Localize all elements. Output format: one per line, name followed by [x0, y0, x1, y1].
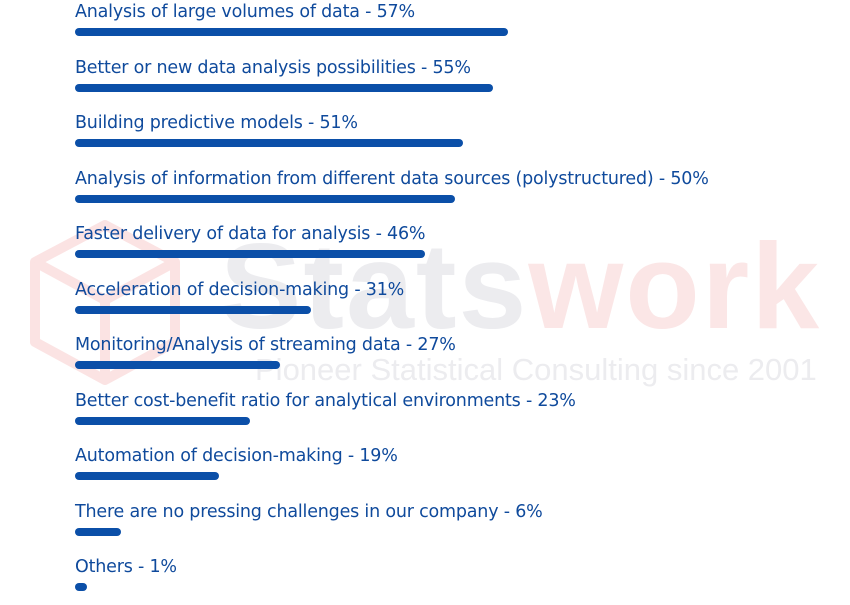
bar: [75, 472, 220, 480]
bar-row: Automation of decision-making - 19%: [75, 444, 835, 494]
bar-label: Analysis of information from different d…: [75, 168, 709, 189]
bar-row: There are no pressing challenges in our …: [75, 500, 835, 550]
bar-track: [75, 139, 835, 147]
bar: [75, 527, 121, 536]
bar-row: Building predictive models - 51%: [75, 111, 835, 161]
bar-label: Analysis of large volumes of data - 57%: [75, 2, 415, 22]
bar-label: There are no pressing challenges in our …: [75, 501, 543, 522]
bar-track: [75, 472, 835, 480]
bar-label: Automation of decision-making - 19%: [75, 446, 398, 466]
bar-track: [75, 527, 835, 536]
bar-track: [75, 305, 835, 314]
bar-track: [75, 194, 835, 203]
bar-row: Acceleration of decision-making - 31%: [75, 278, 835, 328]
bar: [75, 361, 281, 369]
bar-track: [75, 83, 835, 92]
bar: [75, 416, 250, 425]
bar: [75, 583, 87, 591]
bar: [75, 139, 463, 147]
bar-track: [75, 583, 835, 591]
bar-track: [75, 250, 835, 258]
bar-track: [75, 28, 835, 36]
bar-label: Acceleration of decision-making - 31%: [75, 279, 405, 300]
bar: [75, 250, 425, 258]
bar-row: Others - 1%: [75, 555, 835, 605]
bar: [75, 194, 455, 203]
bar-row: Analysis of large volumes of data - 57%: [75, 0, 835, 50]
bar-row: Better or new data analysis possibilitie…: [75, 56, 835, 106]
bar-row: Faster delivery of data for analysis - 4…: [75, 222, 835, 272]
bar-label: Better or new data analysis possibilitie…: [75, 57, 471, 78]
bar-row: Monitoring/Analysis of streaming data - …: [75, 333, 835, 383]
bar-track: [75, 361, 835, 369]
bar-label: Faster delivery of data for analysis - 4…: [75, 224, 426, 244]
bar-row: Better cost-benefit ratio for analytical…: [75, 389, 835, 439]
bar-label: Monitoring/Analysis of streaming data - …: [75, 335, 456, 355]
bar-label: Better cost-benefit ratio for analytical…: [75, 390, 576, 411]
bar: [75, 28, 509, 36]
bar-label: Others - 1%: [75, 557, 177, 577]
bar-track: [75, 416, 835, 425]
bar-label: Building predictive models - 51%: [75, 113, 358, 133]
bar: [75, 83, 493, 92]
bar: [75, 305, 311, 314]
bar-row: Analysis of information from different d…: [75, 167, 835, 217]
